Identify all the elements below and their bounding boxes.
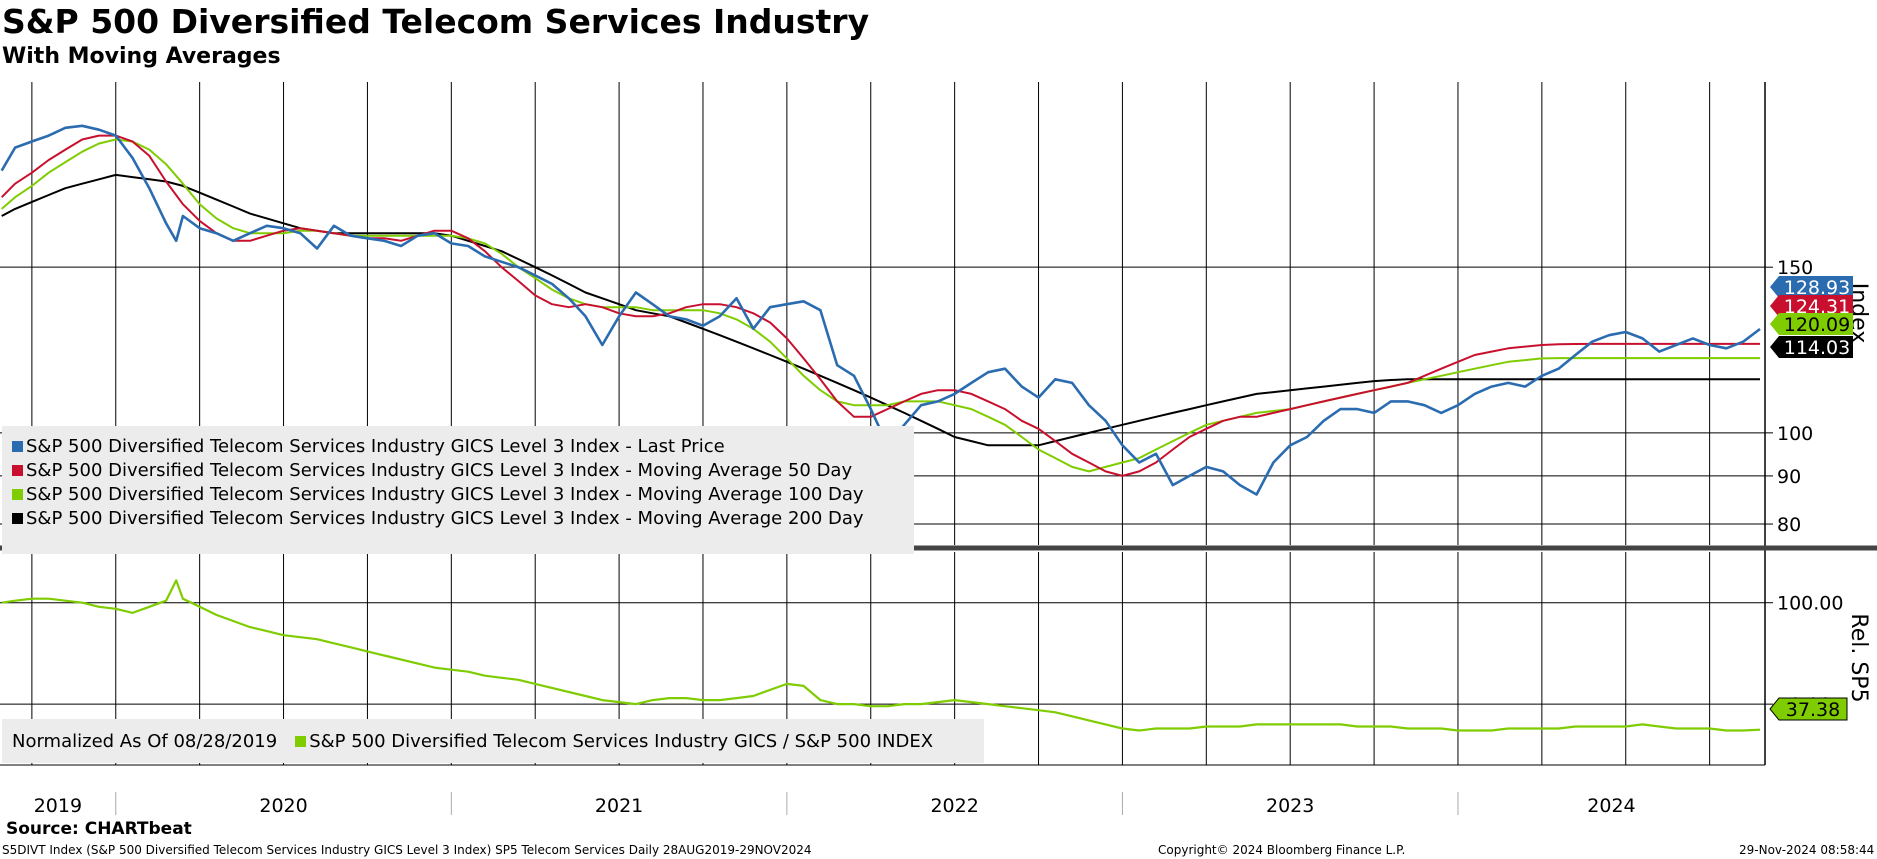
- footer-timestamp: 29-Nov-2024 08:58:44: [1739, 843, 1875, 857]
- series-line-1: [0, 134, 1760, 477]
- legend-label: S&P 500 Diversified Telecom Services Ind…: [26, 435, 725, 457]
- series-line-0: [0, 124, 1761, 496]
- legend-label: S&P 500 Diversified Telecom Services Ind…: [26, 459, 853, 481]
- legend-item-ma50: S&P 500 Diversified Telecom Services Ind…: [12, 458, 914, 482]
- bottom-panel-series: [1, 579, 1761, 732]
- footer-copyright: Copyright© 2024 Bloomberg Finance L.P.: [1158, 843, 1406, 857]
- legend-swatch: [12, 512, 23, 524]
- last-value-label: 37.38: [1786, 699, 1840, 721]
- source-note: Source: CHARTbeat: [6, 819, 192, 839]
- last-value-label: 124.31: [1784, 296, 1850, 318]
- relative-line: [1, 579, 1761, 732]
- legend-item-ma200: S&P 500 Diversified Telecom Services Ind…: [12, 506, 914, 530]
- y-tick-label: 100: [1777, 423, 1813, 445]
- last-value-label: 120.09: [1784, 314, 1850, 336]
- y-tick-label: 90: [1777, 466, 1801, 488]
- y-tick-label: 100.00: [1777, 593, 1843, 615]
- legend-item-last-price: S&P 500 Diversified Telecom Services Ind…: [12, 434, 914, 458]
- last-value-tag: [1770, 295, 1853, 317]
- footer-description: S5DIVT Index (S&P 500 Diversified Teleco…: [2, 843, 812, 857]
- series-line-3: [1, 173, 1760, 447]
- legend-normalized-note: Normalized As Of 08/28/2019: [12, 730, 278, 752]
- legend-label: S&P 500 Diversified Telecom Services Ind…: [26, 483, 864, 505]
- legend-swatch: [12, 440, 23, 452]
- legend-label: S&P 500 Diversified Telecom Services Ind…: [309, 730, 934, 752]
- series-line-2: [1, 138, 1760, 473]
- x-tick-label: 2023: [1266, 795, 1314, 817]
- x-tick-label: 2020: [259, 795, 307, 817]
- y-tick-label: 80: [1777, 514, 1801, 536]
- last-value-tag: [1770, 336, 1853, 358]
- legend-bottom: Normalized As Of 08/28/2019 S&P 500 Dive…: [2, 719, 984, 763]
- last-value-tag: [1769, 697, 1848, 721]
- legend-swatch: [295, 735, 307, 747]
- last-value-label: 114.03: [1784, 337, 1850, 359]
- legend-top: S&P 500 Diversified Telecom Services Ind…: [2, 426, 914, 554]
- legend-item-ma100: S&P 500 Diversified Telecom Services Ind…: [12, 482, 914, 506]
- x-tick-label: 2022: [930, 795, 978, 817]
- legend-swatch: [12, 488, 23, 500]
- legend-swatch: [12, 464, 23, 476]
- x-tick-label: 2024: [1587, 795, 1635, 817]
- last-value-tag: [1770, 313, 1853, 335]
- last-value-tag: [1770, 276, 1853, 298]
- legend-label: S&P 500 Diversified Telecom Services Ind…: [26, 507, 864, 529]
- x-tick-label: 2021: [595, 795, 643, 817]
- y-axis-title-rel: Rel. SP5: [1846, 613, 1871, 702]
- chart-title: S&P 500 Diversified Telecom Services Ind…: [2, 2, 870, 41]
- last-value-label: 128.93: [1784, 277, 1850, 299]
- x-tick-label: 2019: [34, 795, 82, 817]
- y-tick-label: 150: [1777, 257, 1813, 279]
- top-panel-series: [0, 124, 1761, 496]
- chart-subtitle: With Moving Averages: [2, 44, 281, 69]
